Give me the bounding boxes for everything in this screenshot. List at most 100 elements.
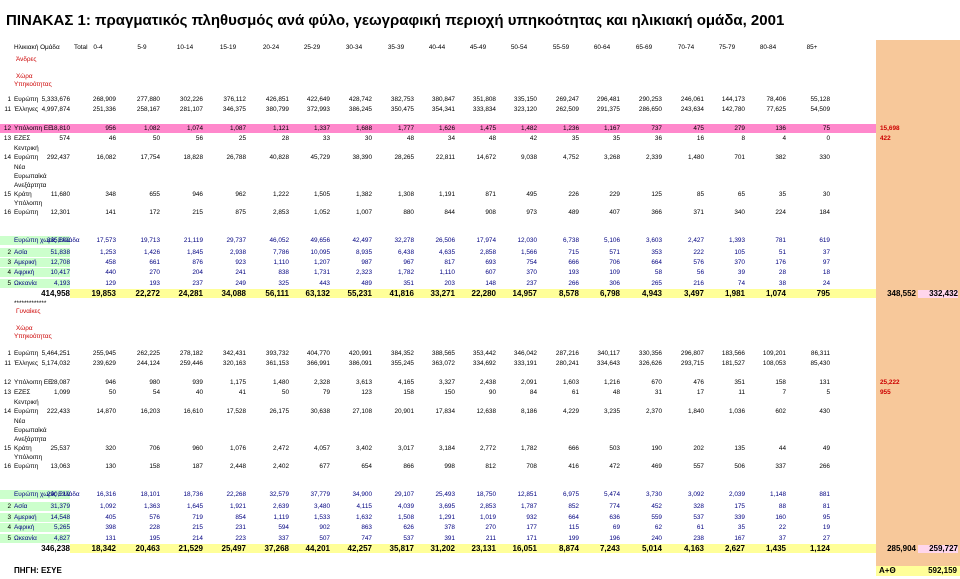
cell-value: 4,039: [398, 503, 414, 510]
cell-value: 340: [734, 209, 745, 216]
cell-value: 386,091: [348, 360, 372, 367]
label-highlight: [0, 268, 70, 277]
cell-value: 334,643: [596, 360, 620, 367]
cell-value: 967: [403, 259, 414, 266]
cell-value: 65: [737, 191, 745, 198]
cell-value: 4,057: [314, 445, 330, 452]
age-header: 20-24: [262, 44, 280, 51]
total-value: 31,202: [430, 544, 455, 553]
row-label: ΕΖΕΣ: [14, 135, 31, 142]
cell-value: 265: [651, 280, 662, 287]
cell-value: 269,247: [555, 96, 579, 103]
cell-value: 2,858: [480, 249, 496, 256]
cell-value: 1,087: [230, 125, 246, 132]
cell-value: 1,216: [604, 379, 620, 386]
cell-value: 48: [488, 135, 496, 142]
cell-value: 3,327: [439, 379, 455, 386]
cell-value: 46: [108, 135, 116, 142]
cell-value: 75: [822, 125, 830, 132]
cell-value: 337: [775, 463, 786, 470]
cell-value: 932: [526, 514, 537, 521]
cell-value: 130: [105, 463, 116, 470]
cell-value: 97: [822, 259, 830, 266]
row-label: Αφρική: [14, 524, 35, 531]
cell-value: 1,337: [314, 125, 330, 132]
cell-value: 956: [105, 125, 116, 132]
cell-value: 158: [149, 463, 160, 470]
total-value: 56,111: [265, 289, 289, 298]
cell-value: 262,509: [555, 106, 579, 113]
cell-value: 148: [485, 280, 496, 287]
cell-value: 56: [195, 135, 203, 142]
region-label: Χώρα: [16, 325, 33, 332]
row-label: Κράτη: [14, 445, 32, 452]
row-number: 15: [3, 191, 11, 198]
cell-value: 2,402: [273, 463, 289, 470]
cell-value: 4,229: [563, 408, 579, 415]
cell-value: 6,975: [563, 491, 579, 498]
cell-value: 24: [822, 280, 830, 287]
cell-value: 902: [319, 524, 330, 531]
cell-value: 335,150: [513, 96, 537, 103]
cell-value: 428,742: [348, 96, 372, 103]
sum-label: Α+Θ: [876, 566, 922, 576]
cell-value: 1,840: [688, 408, 704, 415]
cell-value: 875: [235, 209, 246, 216]
row-label-prefix: Υπόλοιπη: [14, 200, 43, 207]
cell-value: 372,993: [306, 106, 330, 113]
cell-value: 176: [775, 259, 786, 266]
cell-value: 4,827: [54, 535, 70, 542]
cell-value: 33: [322, 135, 330, 142]
cell-value: 2,853: [273, 209, 289, 216]
cell-value: 2,328: [314, 379, 330, 386]
cell-value: 172: [149, 209, 160, 216]
cell-value: 334,692: [472, 360, 496, 367]
cell-value: 3,235: [604, 408, 620, 415]
cell-value: 330: [819, 154, 830, 161]
total-value: 2,627: [724, 544, 745, 553]
cell-value: 4,997,874: [41, 106, 70, 113]
cell-value: 1,533: [314, 514, 330, 521]
cell-value: 50: [281, 389, 289, 396]
cell-value: 34: [447, 135, 455, 142]
row-label-prefix: Νέα: [14, 164, 26, 171]
cell-value: 320,163: [222, 360, 246, 367]
row-label-prefix: Ανεξάρτητα: [14, 182, 47, 189]
cell-value: 223: [235, 535, 246, 542]
total-value: 55,231: [347, 289, 372, 298]
row-label: Ευρώπη χωρίς Ελλάδα: [14, 491, 80, 498]
cell-value: 141: [105, 209, 116, 216]
row-number: 4: [7, 269, 11, 276]
cell-value: 4,165: [398, 379, 414, 386]
cell-value: 37: [822, 249, 830, 256]
cell-value: 2,427: [688, 237, 704, 244]
cell-value: 5,106: [604, 237, 620, 244]
cell-value: 325: [278, 280, 289, 287]
cell-value: 202: [693, 445, 704, 452]
cell-value: 215: [192, 209, 203, 216]
cell-value: 382,753: [390, 96, 414, 103]
cell-value: 380,847: [431, 96, 455, 103]
cell-value: 171: [526, 535, 537, 542]
cell-value: 661: [149, 259, 160, 266]
cell-value: 222,433: [46, 408, 70, 415]
cell-value: 1,110: [439, 269, 455, 276]
cell-value: 1,426: [144, 249, 160, 256]
cell-value: 302,226: [179, 96, 203, 103]
cell-value: 666: [568, 259, 579, 266]
cell-value: 190: [651, 445, 662, 452]
cell-value: 42,497: [352, 237, 372, 244]
cell-value: 370: [526, 269, 537, 276]
cell-value: 655: [149, 191, 160, 198]
cell-value: 1,099: [54, 389, 70, 396]
row-number: 16: [3, 209, 11, 216]
cell-value: 1,074: [187, 125, 203, 132]
age-header: 0-4: [93, 44, 103, 51]
row-label: Έλληνες: [14, 360, 39, 367]
cell-value: 388,565: [431, 350, 455, 357]
cell-value: 866: [403, 463, 414, 470]
total-value: 16,051: [512, 544, 537, 553]
total-value: 5,014: [641, 544, 662, 553]
age-header: 5-9: [137, 44, 147, 51]
cell-value: 3,184: [439, 445, 455, 452]
